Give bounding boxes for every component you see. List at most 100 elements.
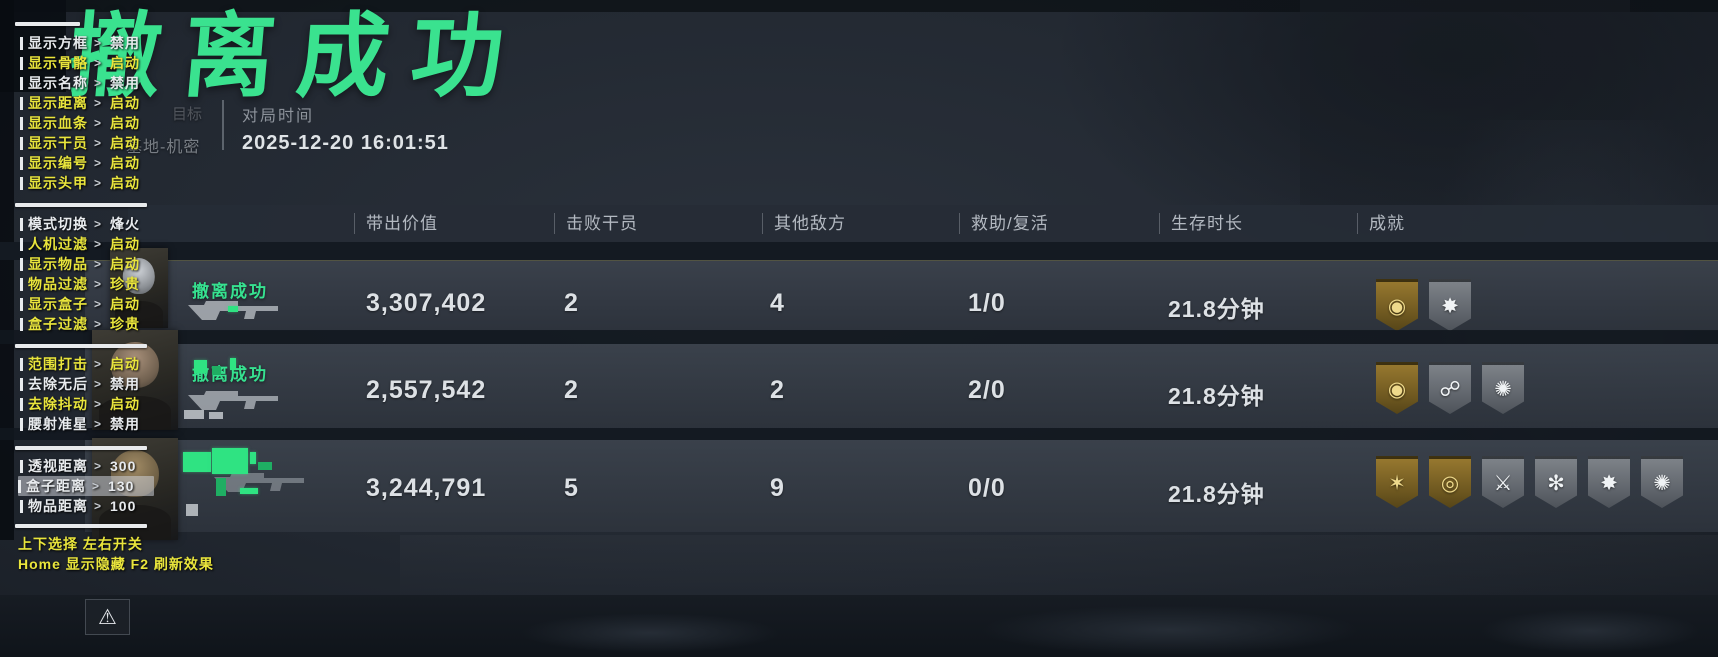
chevron-right-icon: > [93,377,102,391]
rubble-shape [520,613,780,653]
row-status: 撤离成功 [192,365,268,384]
crossed-swords-badge-icon: ⚔ [1482,456,1524,508]
column-header-other-enemies: 其他敌方 [762,213,846,234]
chevron-right-icon: > [93,417,102,431]
cell-others: 4 [770,289,785,317]
chevron-right-icon: > [93,56,102,70]
match-info: 对局时间 2025-12-20 16:01:51 [222,100,449,154]
column-header-achievements: 成就 [1357,213,1405,234]
chevron-right-icon: > [93,96,102,110]
cell-kills: 2 [564,289,579,317]
chevron-right-icon: > [93,499,102,513]
menu-item-mode-switch[interactable]: 模式切换 > 烽火 [20,214,150,234]
cell-value: 3,244,791 [366,474,487,502]
menu-tick [20,317,23,331]
glitch-artifact [258,462,272,470]
chevron-right-icon: > [93,136,102,150]
glitch-artifact [230,358,236,370]
menu-tick [20,297,23,311]
gold-medal-badge-icon: ◉ [1376,362,1418,414]
menu-item-show-name[interactable]: 显示名称 > 禁用 [20,73,150,93]
cell-others: 2 [770,376,785,404]
menu-item-bot-filter[interactable]: 人机过滤 > 启动 [20,234,150,254]
chevron-right-icon: > [93,317,102,331]
menu-tick [20,56,23,70]
background-ground [400,535,1718,605]
menu-divider [15,344,147,348]
menu-divider [15,524,147,528]
chevron-right-icon: > [93,116,102,130]
chevron-right-icon: > [93,257,102,271]
menu-tick [20,76,23,90]
glitch-artifact [212,366,221,375]
menu-item-show-id[interactable]: 显示编号 > 启动 [20,153,150,173]
row-separator [0,428,1718,440]
gold-ring-badge-icon: ◎ [1429,456,1471,508]
chevron-right-icon: > [91,479,100,493]
chevron-right-icon: > [93,297,102,311]
smash-fist-badge-icon: ✺ [1482,362,1524,414]
match-time-value: 2025-12-20 16:01:51 [242,132,449,154]
menu-tick [20,397,23,411]
chevron-right-icon: > [93,156,102,170]
gold-star-badge-icon: ✶ [1376,456,1418,508]
menu-divider [15,22,80,26]
menu-item-show-operator[interactable]: 显示干员 > 启动 [20,133,150,153]
menu-item-show-healthbar[interactable]: 显示血条 > 启动 [20,113,150,133]
player-avatar [110,248,168,328]
menu-item-area-strike[interactable]: 范围打击 > 启动 [20,354,150,374]
glitch-artifact [194,360,207,373]
warning-button[interactable]: ⚠ [85,599,130,635]
player-avatar [92,438,178,540]
achievement-badges: ◉ ✸ [1376,279,1471,331]
menu-item-show-crates[interactable]: 显示盒子 > 启动 [20,294,150,314]
chevron-right-icon: > [93,217,102,231]
achievement-badges: ◉ ☍ ✺ [1376,362,1524,414]
table-row: 撤离成功 3,307,402 2 4 1/0 21.8分钟 ◉ ✸ [85,260,1718,331]
cell-kills: 2 [564,376,579,404]
glitch-artifact [183,452,211,472]
glitch-artifact [240,488,258,494]
chevron-right-icon: > [93,76,102,90]
menu-item-no-recoil[interactable]: 去除无后 > 禁用 [20,374,150,394]
menu-tick [20,176,23,190]
background-map-label: 基地-机密 [126,139,201,156]
menu-item-item-distance[interactable]: 物品距离 >100 [20,496,150,516]
menu-item-esp-distance[interactable]: 透视距离 >300 [20,456,150,476]
table-row: 撤离成功 2,557,542 2 2 2/0 21.8分钟 ◉ ☍ ✺ [85,344,1718,428]
starburst-badge-icon: ✸ [1429,279,1471,331]
chevron-right-icon: > [93,357,102,371]
cell-time: 21.8分钟 [1168,481,1265,507]
menu-item-crate-filter[interactable]: 盒子过滤 > 珍贵 [20,314,150,334]
starburst-badge-icon: ✸ [1588,456,1630,508]
smash-fist-badge-icon: ✺ [1641,456,1683,508]
item-icon [184,410,204,419]
menu-item-crate-distance[interactable]: 盒子距离 >130 [18,476,154,496]
rubble-shape [980,605,1360,655]
menu-item-show-items[interactable]: 显示物品 > 启动 [20,254,150,274]
menu-item-show-helmet[interactable]: 显示头甲 > 启动 [20,173,150,193]
row-separator [0,330,1718,344]
background-left-shadow [0,0,14,540]
background-text: 目标 [172,106,203,123]
menu-item-hipfire-cross[interactable]: 腰射准星 > 禁用 [20,414,150,434]
menu-tick [20,36,23,50]
menu-item-show-box[interactable]: 显示方框 > 禁用 [20,33,150,53]
column-header-survival-time: 生存时长 [1159,213,1243,234]
warning-icon: ⚠ [98,604,117,629]
menu-tick [20,277,23,291]
menu-item-show-distance[interactable]: 显示距离 > 启动 [20,93,150,113]
menu-tick [20,96,23,110]
table-header: 带出价值 击败干员 其他敌方 救助/复活 生存时长 成就 [128,205,1718,242]
cell-rescue: 1/0 [968,289,1006,317]
chevron-right-icon: > [93,397,102,411]
gold-medal-badge-icon: ◉ [1376,279,1418,331]
menu-item-item-filter[interactable]: 物品过滤 > 珍贵 [20,274,150,294]
chevron-right-icon: > [93,459,102,473]
menu-tick [20,459,23,473]
menu-item-show-skeleton[interactable]: 显示骨骼 > 启动 [20,53,150,73]
menu-divider [15,446,147,450]
chevron-right-icon: > [93,36,102,50]
menu-item-no-shake[interactable]: 去除抖动 > 启动 [20,394,150,414]
item-icon [186,504,198,516]
